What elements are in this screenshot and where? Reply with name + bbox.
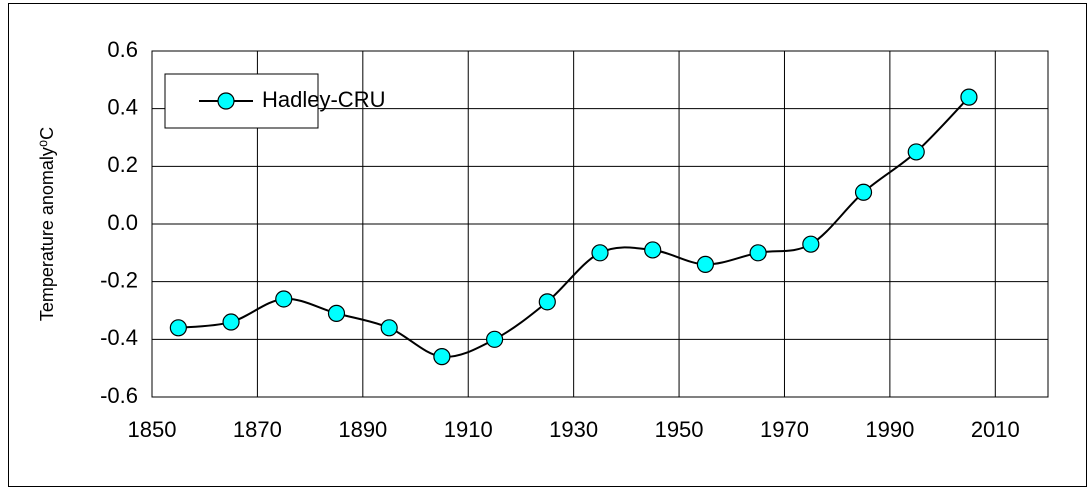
data-point xyxy=(485,330,504,348)
legend-label: Hadley-CRU xyxy=(262,87,385,112)
x-tick-label: 1890 xyxy=(338,417,387,442)
y-axis-label: Temperature anomaly⁰C xyxy=(37,127,57,321)
data-point xyxy=(327,304,346,322)
data-point xyxy=(907,143,925,161)
data-point xyxy=(538,293,556,311)
data-point xyxy=(222,313,240,331)
data-point xyxy=(591,244,609,262)
data-point xyxy=(749,244,767,262)
y-tick-label: 0.0 xyxy=(107,210,138,235)
data-point xyxy=(380,319,398,337)
x-tick-label: 2010 xyxy=(971,417,1020,442)
data-point xyxy=(960,88,978,106)
y-tick-label: 0.4 xyxy=(107,94,138,119)
data-point xyxy=(433,348,451,366)
x-tick-label: 1870 xyxy=(233,417,282,442)
data-point xyxy=(275,290,293,308)
data-point xyxy=(644,241,662,259)
y-tick-label: 0.2 xyxy=(107,152,138,177)
y-tick-label: -0.2 xyxy=(100,267,138,292)
y-tick-label: 0.6 xyxy=(107,37,138,62)
y-tick-label: -0.4 xyxy=(100,325,138,350)
x-tick-label: 1850 xyxy=(128,417,177,442)
data-point xyxy=(854,183,873,201)
series-line xyxy=(178,96,970,358)
x-tick-label: 1930 xyxy=(549,417,598,442)
x-tick-label: 1910 xyxy=(444,417,493,442)
data-point xyxy=(802,235,820,253)
legend-marker xyxy=(217,92,235,110)
data-point xyxy=(696,255,715,273)
data-point xyxy=(169,319,187,337)
y-tick-label: -0.6 xyxy=(100,383,138,408)
x-tick-label: 1990 xyxy=(865,417,914,442)
x-tick-label: 1950 xyxy=(655,417,704,442)
x-tick-label: 1970 xyxy=(760,417,809,442)
